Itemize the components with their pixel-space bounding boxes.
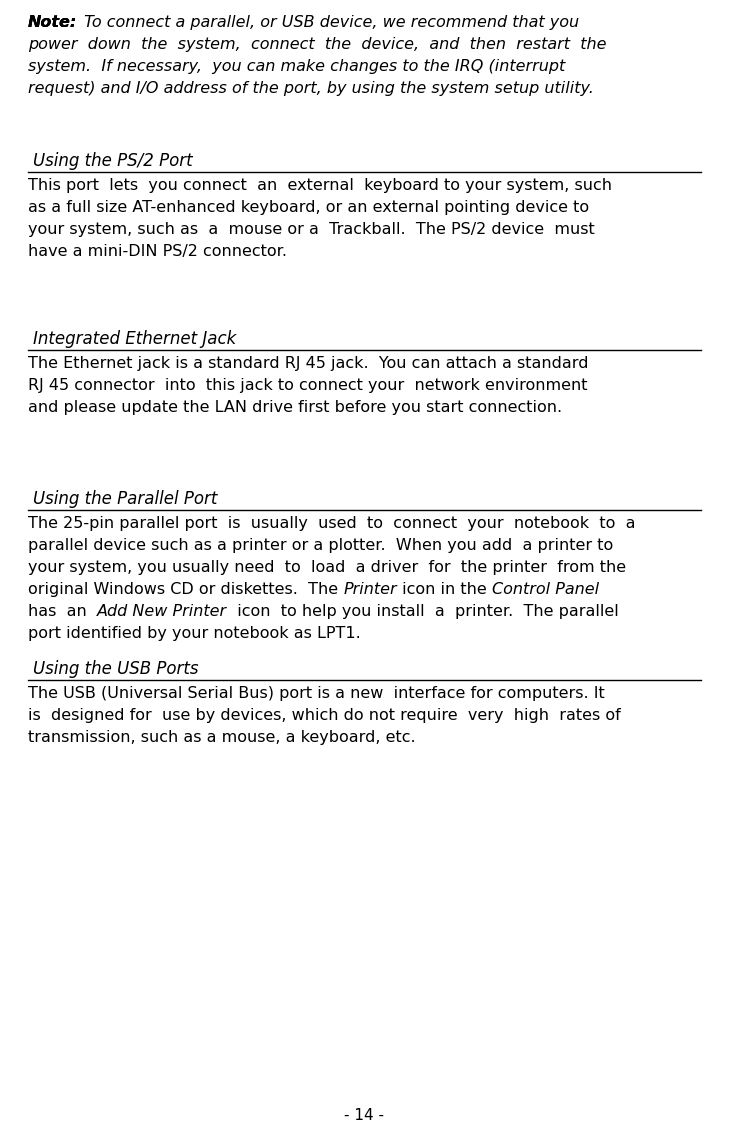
Text: transmission, such as a mouse, a keyboard, etc.: transmission, such as a mouse, a keyboar… bbox=[28, 729, 416, 745]
Text: have a mini-DIN PS/2 connector.: have a mini-DIN PS/2 connector. bbox=[28, 244, 287, 259]
Text: icon  to help you install  a  printer.  The parallel: icon to help you install a printer. The … bbox=[227, 604, 619, 619]
Text: is  designed for  use by devices, which do not require  very  high  rates of: is designed for use by devices, which do… bbox=[28, 708, 621, 723]
Text: Using the USB Ports: Using the USB Ports bbox=[33, 660, 198, 678]
Text: The USB (Universal Serial Bus) port is a new  interface for computers. It: The USB (Universal Serial Bus) port is a… bbox=[28, 686, 605, 701]
Text: request) and I/O address of the port, by using the system setup utility.: request) and I/O address of the port, by… bbox=[28, 81, 594, 96]
Text: Note:: Note: bbox=[28, 15, 77, 30]
Text: Printer: Printer bbox=[343, 582, 397, 597]
Text: The 25-pin parallel port  is  usually  used  to  connect  your  notebook  to  a: The 25-pin parallel port is usually used… bbox=[28, 516, 636, 531]
Text: power  down  the  system,  connect  the  device,  and  then  restart  the: power down the system, connect the devic… bbox=[28, 38, 607, 52]
Text: as a full size AT-enhanced keyboard, or an external pointing device to: as a full size AT-enhanced keyboard, or … bbox=[28, 200, 589, 215]
Text: system.  If necessary,  you can make changes to the IRQ (interrupt: system. If necessary, you can make chang… bbox=[28, 59, 565, 74]
Text: Note:: Note: bbox=[28, 15, 77, 30]
Text: original Windows CD or diskettes.  The: original Windows CD or diskettes. The bbox=[28, 582, 343, 597]
Text: has  an: has an bbox=[28, 604, 97, 619]
Text: your system, you usually need  to  load  a driver  for  the printer  from the: your system, you usually need to load a … bbox=[28, 560, 626, 575]
Text: Control Panel: Control Panel bbox=[492, 582, 599, 597]
Text: your system, such as  a  mouse or a  Trackball.  The PS/2 device  must: your system, such as a mouse or a Trackb… bbox=[28, 222, 595, 237]
Text: Using the Parallel Port: Using the Parallel Port bbox=[33, 490, 217, 508]
Text: icon in the: icon in the bbox=[397, 582, 492, 597]
Text: To connect a parallel, or USB device, we recommend that you: To connect a parallel, or USB device, we… bbox=[79, 15, 580, 30]
Text: parallel device such as a printer or a plotter.  When you add  a printer to: parallel device such as a printer or a p… bbox=[28, 538, 613, 553]
Text: Add New Printer: Add New Printer bbox=[97, 604, 227, 619]
Text: and please update the LAN drive first before you start connection.: and please update the LAN drive first be… bbox=[28, 399, 562, 415]
Text: Integrated Ethernet Jack: Integrated Ethernet Jack bbox=[33, 330, 236, 348]
Text: The Ethernet jack is a standard RJ 45 jack.  You can attach a standard: The Ethernet jack is a standard RJ 45 ja… bbox=[28, 356, 588, 371]
Text: - 14 -: - 14 - bbox=[345, 1108, 384, 1123]
Text: This port  lets  you connect  an  external  keyboard to your system, such: This port lets you connect an external k… bbox=[28, 178, 612, 193]
Text: Using the PS/2 Port: Using the PS/2 Port bbox=[33, 152, 192, 170]
Text: port identified by your notebook as LPT1.: port identified by your notebook as LPT1… bbox=[28, 626, 361, 641]
Text: RJ 45 connector  into  this jack to connect your  network environment: RJ 45 connector into this jack to connec… bbox=[28, 378, 588, 393]
Text: Note:: Note: bbox=[28, 15, 77, 30]
